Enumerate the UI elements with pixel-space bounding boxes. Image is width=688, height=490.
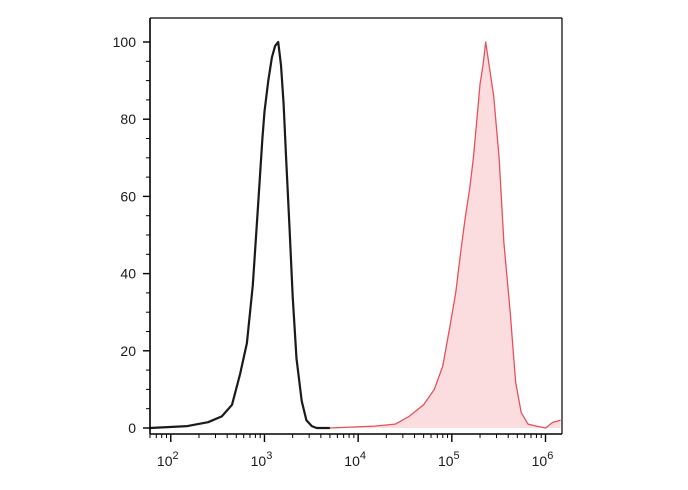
x-tick-label: 102: [157, 450, 179, 469]
series-0-line: [149, 40, 330, 430]
x-tick-label: 104: [344, 450, 366, 469]
ticks-layer: 0 20 40 60 80 100 102 103 104 105 106: [113, 34, 554, 469]
axes-layer: [149, 17, 563, 435]
x-tick-label: 106: [532, 450, 554, 469]
y-tick-label: 100: [113, 34, 137, 50]
y-tick-label: 40: [120, 266, 136, 282]
x-tick-label: 103: [251, 450, 273, 469]
series-1-line: [329, 41, 561, 429]
y-tick-label: 80: [120, 111, 136, 127]
y-tick-label: 0: [128, 420, 136, 436]
y-tick-label: 20: [120, 343, 136, 359]
x-tick-label: 105: [438, 450, 460, 469]
series-1-fill: [329, 42, 561, 428]
y-tick-label: 60: [120, 188, 136, 204]
series-layer: [149, 40, 561, 430]
